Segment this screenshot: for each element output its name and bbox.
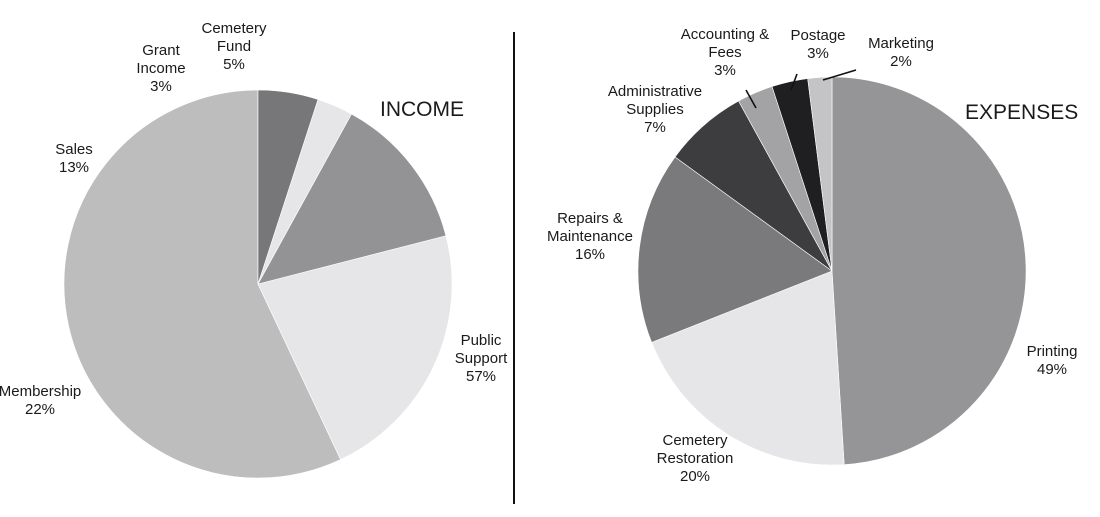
income-label-sales: Sales 13%	[55, 141, 93, 176]
expenses-slice-repairs-maintenance	[637, 156, 833, 343]
expenses-label-postage: Postage 3%	[790, 27, 845, 62]
expenses-label-cemetery-restoration: Cemetery Restoration 20%	[657, 432, 734, 485]
expenses-label-marketing: Marketing 2%	[868, 35, 934, 70]
expenses-title: EXPENSES	[965, 101, 1078, 124]
income-slice-public-support	[63, 89, 341, 479]
income-pie	[63, 89, 453, 479]
leader-line-1	[790, 73, 798, 91]
expenses-label-accounting-fees: Accounting & Fees 3%	[681, 26, 769, 79]
income-slice-sales	[257, 113, 447, 285]
leader-line-2	[822, 69, 857, 81]
leader-line-0	[745, 89, 757, 109]
income-label-membership: Membership 22%	[0, 383, 81, 418]
income-slice-membership	[257, 235, 453, 460]
income-label-cemetery-fund: Cemetery Fund 5%	[201, 20, 267, 73]
expenses-pie	[637, 76, 1027, 466]
expenses-label-repairs-maintenance: Repairs & Maintenance 16%	[547, 210, 633, 263]
expenses-slice-printing	[831, 76, 1027, 465]
expenses-label-printing: Printing 49%	[1027, 343, 1078, 378]
expenses-labels: Printing 49% Cemetery Restoration 20% Repairs…	[547, 26, 1077, 485]
expenses-slice-cemetery-restoration	[651, 270, 845, 466]
leader-lines	[745, 69, 857, 109]
income-label-public-support: Public Support 57%	[455, 332, 508, 385]
income-slice-cemetery-fund	[257, 89, 319, 285]
income-label-grant-income: Grant Income 3%	[136, 42, 185, 95]
income-labels: Public Support 57% Membership 22% Sales 13% Gra…	[0, 20, 508, 418]
expenses-label-administrative-supplies: Administrative Supplies 7%	[608, 83, 702, 136]
income-title: INCOME	[380, 98, 464, 121]
